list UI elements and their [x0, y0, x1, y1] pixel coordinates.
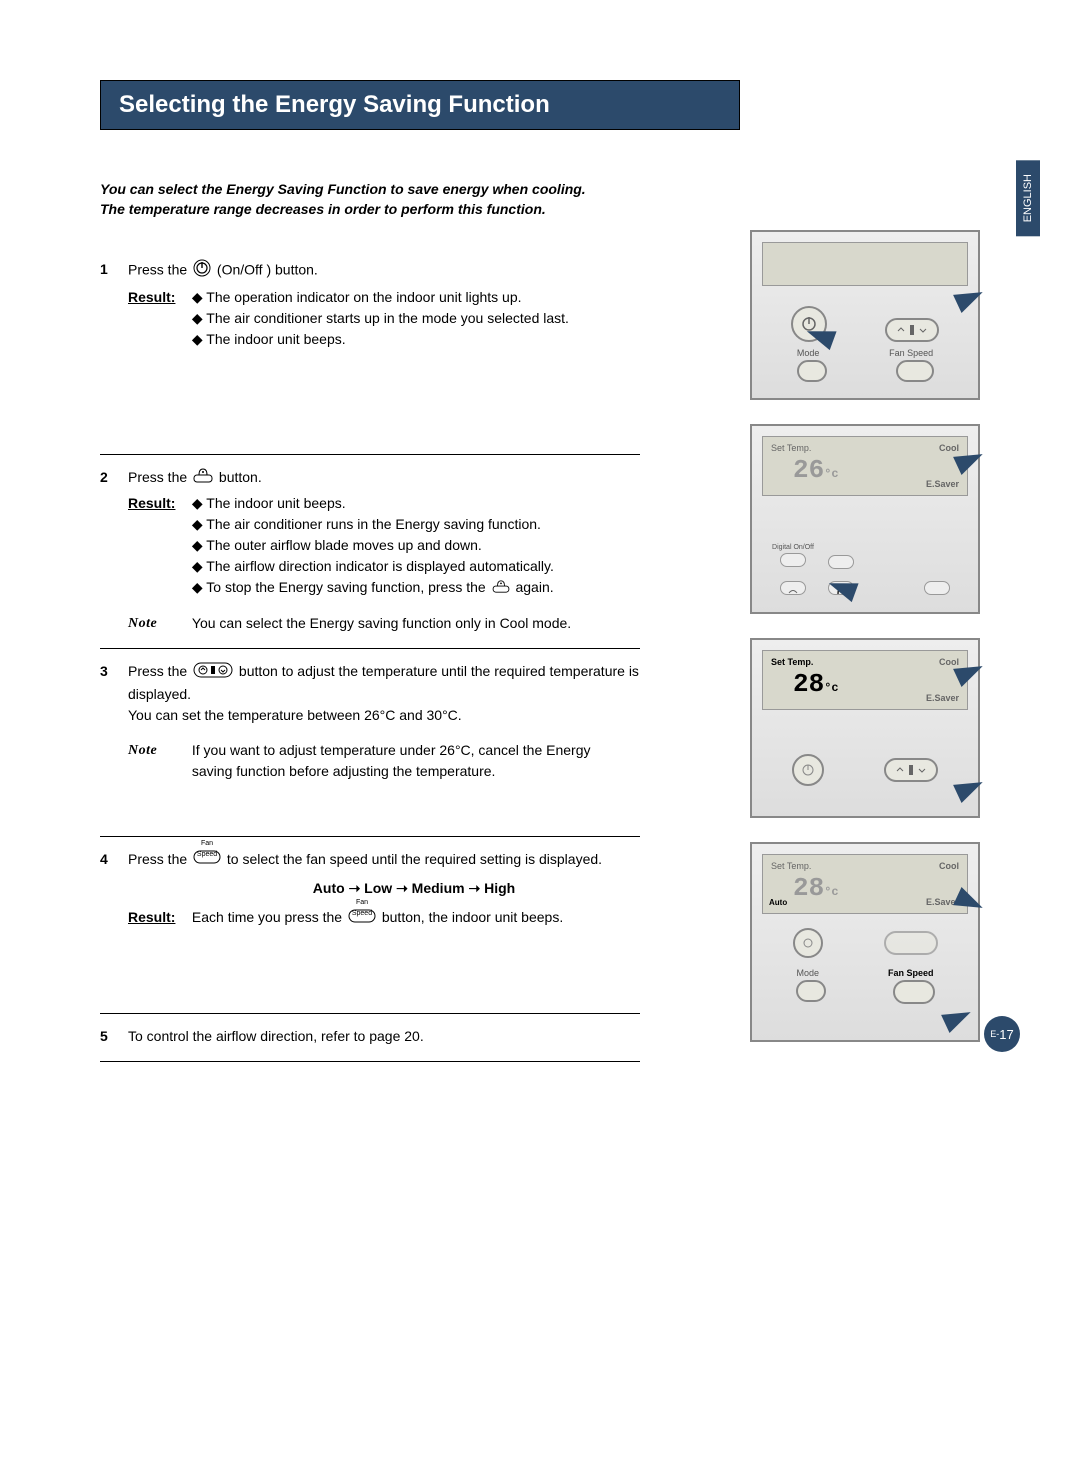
step-3-number: 3: [100, 661, 128, 821]
step-2-text-a: Press the: [128, 469, 191, 485]
figure-4-remote: Set Temp. Cool 28°c E.Saver Auto Mode Fa…: [750, 842, 980, 1042]
fig2-temp: 26°c: [793, 455, 839, 485]
step-2-bullet-4: The airflow direction indicator is displ…: [192, 556, 554, 577]
power-icon: [193, 259, 211, 283]
fig1-mode-label: Mode: [797, 348, 820, 358]
figures-column: Mode Fan Speed Set Temp. Cool 26°c E.Sav…: [750, 230, 980, 1066]
fig4-temp: 28°c: [793, 873, 839, 903]
step-2-number: 2: [100, 467, 128, 634]
fan-speed-icon: Fan Speed: [348, 908, 376, 929]
fig2-cool: Cool: [939, 443, 959, 453]
step-2-note-label: Note: [128, 613, 188, 634]
energy-saving-icon: [492, 578, 510, 599]
language-tab: ENGLISH: [1016, 160, 1040, 236]
step-4-number: 4: [100, 849, 128, 1000]
step-4: 4 Press the Fan Speed to select the fan …: [100, 837, 640, 1015]
temp-buttons-icon: [885, 318, 939, 342]
fig3-esaver: E.Saver: [926, 693, 959, 703]
fig4-fan-label: Fan Speed: [888, 968, 934, 978]
step-1-number: 1: [100, 259, 128, 440]
fig2-set-temp: Set Temp.: [771, 443, 811, 453]
step-5: 5 To control the airflow direction, refe…: [100, 1014, 640, 1062]
step-4-text-a: Press the: [128, 851, 191, 867]
step-5-text: To control the airflow direction, refer …: [128, 1028, 424, 1044]
temp-adjust-icon: [193, 662, 233, 684]
page-number: E-17: [984, 1016, 1020, 1052]
step-3-note-label: Note: [128, 740, 188, 761]
fig1-fan-label: Fan Speed: [889, 348, 933, 358]
step-3: 3 Press the button to adjust the tempera…: [100, 649, 640, 836]
fig4-mode-label: Mode: [796, 968, 819, 978]
intro-text: You can select the Energy Saving Functio…: [100, 180, 640, 219]
step-5-number: 5: [100, 1026, 128, 1047]
intro-line-2: The temperature range decreases in order…: [100, 200, 640, 220]
step-3-text-a: Press the: [128, 663, 191, 679]
fig4-auto: Auto: [769, 898, 787, 907]
fig3-cool: Cool: [939, 657, 959, 667]
step-1-result-label: Result:: [128, 287, 188, 308]
step-4-result-text: Each time you press the Fan Speed button…: [192, 907, 563, 929]
figure-2-remote: Set Temp. Cool 26°c E.Saver Digital On/O…: [750, 424, 980, 614]
fig2-digital: Digital On/Off: [772, 544, 814, 551]
step-2: 2 Press the button. Result: The indoor u…: [100, 455, 640, 649]
fan-speed-sequence: Auto ➝ Low ➝ Medium ➝ High: [188, 878, 640, 899]
fig3-temp: 28°c: [793, 669, 839, 699]
step-3-line-2: You can set the temperature between 26°C…: [128, 705, 640, 726]
step-2-bullet-3: The outer airflow blade moves up and dow…: [192, 535, 554, 556]
step-2-text-b: button.: [219, 469, 262, 485]
page-title: Selecting the Energy Saving Function: [100, 80, 740, 130]
fan-speed-icon: Fan Speed: [193, 849, 221, 870]
figure-3-remote: Set Temp. Cool 28°c E.Saver: [750, 638, 980, 818]
fig2-esaver: E.Saver: [926, 479, 959, 489]
fig4-set-temp: Set Temp.: [771, 861, 811, 871]
figure-1-remote: Mode Fan Speed: [750, 230, 980, 400]
step-1-text-b: (On/Off ) button.: [217, 262, 318, 278]
step-2-note-text: You can select the Energy saving functio…: [192, 613, 571, 634]
step-1-bullet-3: The indoor unit beeps.: [192, 329, 569, 350]
step-2-bullet-5: To stop the Energy saving function, pres…: [192, 577, 554, 599]
fig4-cool: Cool: [939, 861, 959, 871]
step-1-bullets: The operation indicator on the indoor un…: [192, 287, 569, 350]
fig3-set-temp: Set Temp.: [771, 657, 813, 667]
step-3-note-text: If you want to adjust temperature under …: [192, 740, 622, 782]
energy-saving-icon: [193, 467, 213, 489]
intro-line-1: You can select the Energy Saving Functio…: [100, 180, 640, 200]
step-2-result-label: Result:: [128, 493, 188, 514]
step-1: 1 Press the (On/Off ) button. Result: Th…: [100, 247, 640, 455]
step-1-bullet-2: The air conditioner starts up in the mod…: [192, 308, 569, 329]
step-1-bullet-1: The operation indicator on the indoor un…: [192, 287, 569, 308]
step-2-bullets: The indoor unit beeps. The air condition…: [192, 493, 554, 599]
step-4-result-label: Result:: [128, 907, 188, 928]
step-2-bullet-1: The indoor unit beeps.: [192, 493, 554, 514]
step-4-text-b: to select the fan speed until the requir…: [227, 851, 602, 867]
step-2-bullet-2: The air conditioner runs in the Energy s…: [192, 514, 554, 535]
step-1-text-a: Press the: [128, 262, 191, 278]
steps-list: 1 Press the (On/Off ) button. Result: Th…: [100, 247, 640, 1062]
